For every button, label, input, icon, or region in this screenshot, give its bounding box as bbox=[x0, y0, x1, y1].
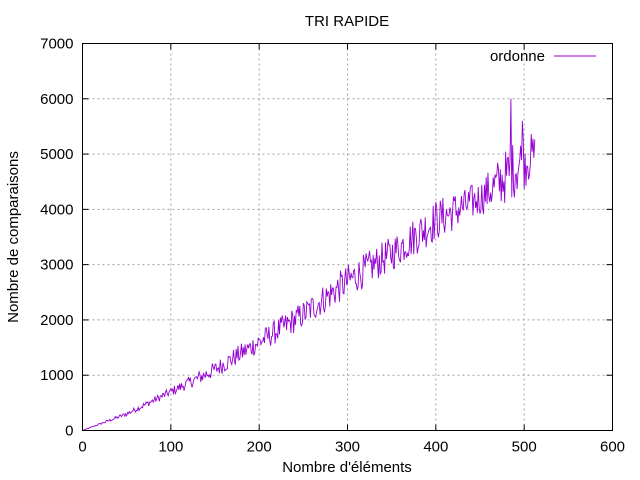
y-tick-label: 0 bbox=[65, 423, 73, 440]
series-line-ordonne bbox=[83, 98, 536, 431]
chart-title: TRI RAPIDE bbox=[305, 13, 389, 30]
legend: ordonne bbox=[490, 48, 596, 65]
x-tick-label: 0 bbox=[78, 439, 86, 456]
tick-labels: 0 100 200 300 400 500 600010002000300040005000… bbox=[40, 36, 625, 456]
x-tick-label: 100 bbox=[158, 439, 183, 456]
y-axis-label: Nombre de comparaisons bbox=[5, 151, 22, 323]
x-tick-label: 400 bbox=[423, 439, 448, 456]
series-layer bbox=[83, 98, 536, 431]
x-axis-label: Nombre d'éléments bbox=[282, 459, 412, 476]
legend-label-ordonne: ordonne bbox=[490, 48, 545, 65]
y-tick-label: 4000 bbox=[40, 201, 73, 218]
axis-ticks bbox=[82, 43, 613, 431]
y-tick-label: 6000 bbox=[40, 91, 73, 108]
x-tick-label: 200 bbox=[247, 439, 272, 456]
y-tick-label: 3000 bbox=[40, 257, 73, 274]
y-tick-label: 7000 bbox=[40, 36, 73, 53]
x-tick-label: 300 bbox=[335, 439, 360, 456]
grid bbox=[82, 43, 613, 431]
y-tick-label: 1000 bbox=[40, 367, 73, 384]
y-tick-label: 5000 bbox=[40, 146, 73, 163]
plot-frame bbox=[82, 43, 613, 431]
y-tick-label: 2000 bbox=[40, 312, 73, 329]
x-tick-label: 500 bbox=[512, 439, 537, 456]
x-tick-label: 600 bbox=[600, 439, 625, 456]
